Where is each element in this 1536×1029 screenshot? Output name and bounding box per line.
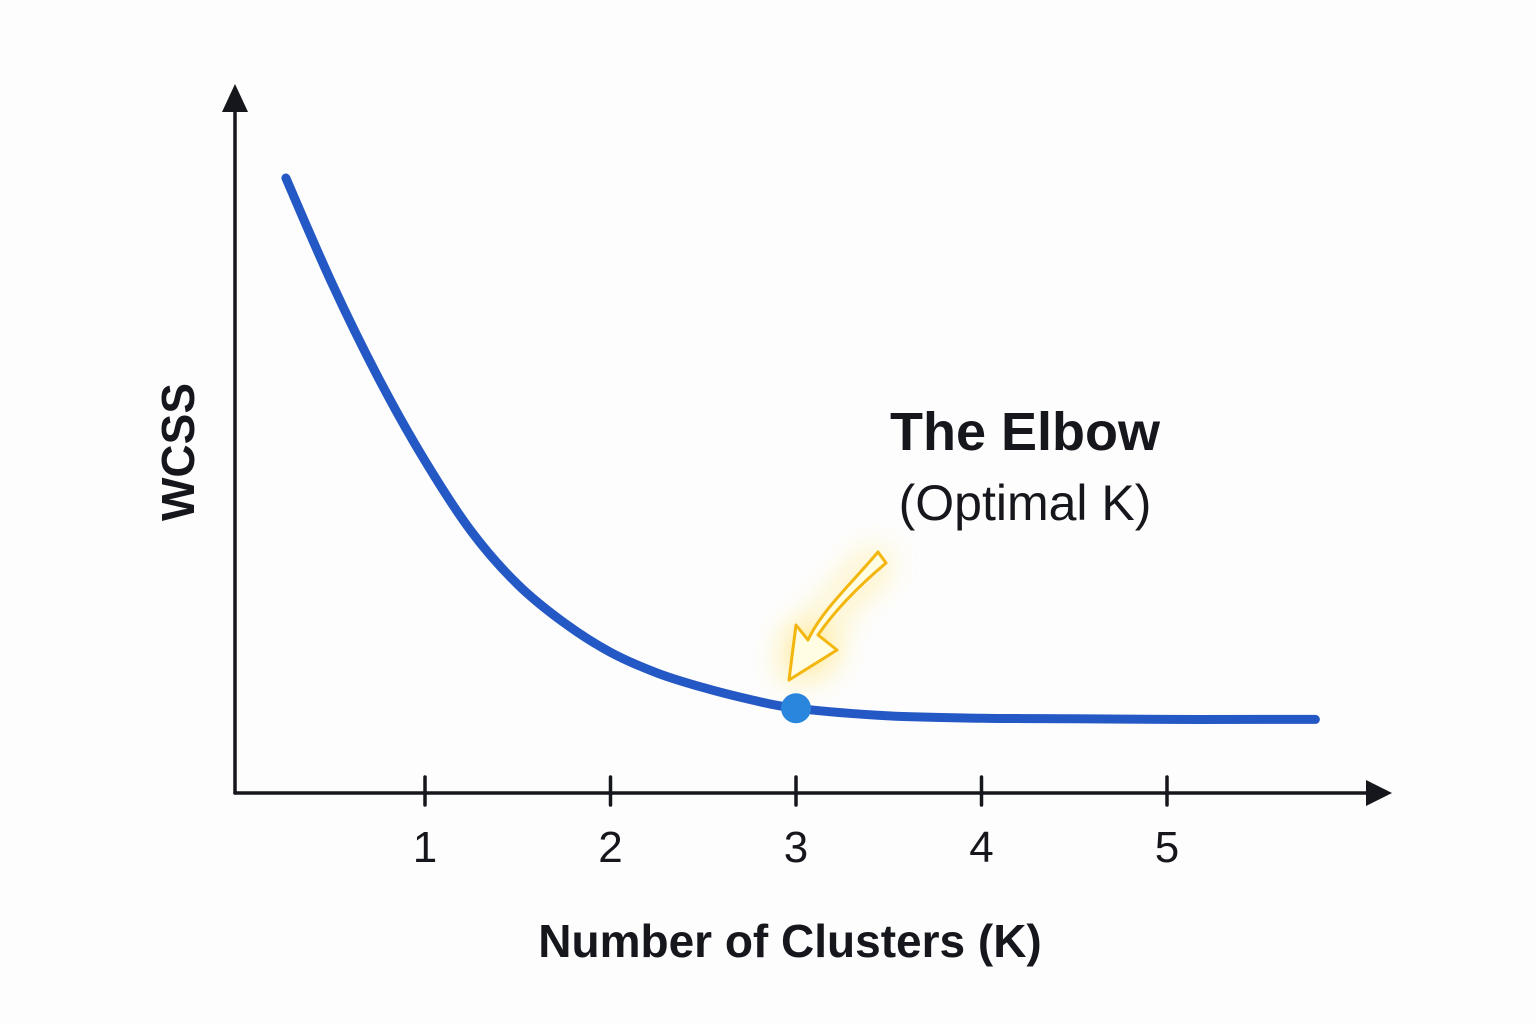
y-axis-title: WCSS [152,383,204,521]
x-tick-label: 3 [784,823,808,872]
x-tick-label: 2 [598,823,622,872]
x-tick-label: 5 [1155,823,1179,872]
annotation-title: The Elbow [890,402,1161,462]
arrow-icon [787,550,888,682]
annotation-subtitle: (Optimal K) [899,475,1152,531]
elbow-arrow [787,550,888,682]
x-ticks: 1 2 3 4 5 [413,775,1179,872]
x-axis-arrowhead [1366,780,1392,806]
x-axis-title: Number of Clusters (K) [538,915,1041,967]
x-tick-label: 1 [413,823,437,872]
elbow-point [781,693,811,724]
y-axis-arrowhead [222,84,248,112]
wcss-curve-line [281,173,1320,724]
axes [222,84,1392,806]
x-tick-label: 4 [969,823,993,872]
